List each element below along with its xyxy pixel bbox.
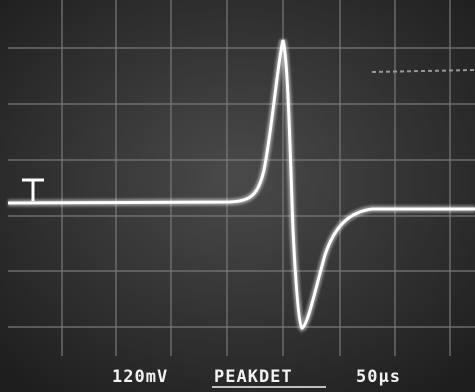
time-per-div: 50µs	[356, 367, 401, 387]
display: 120mV PEAKDET 50µs	[0, 0, 475, 392]
background	[0, 0, 475, 392]
oscilloscope-screen: 120mV PEAKDET 50µs	[0, 0, 475, 392]
acquisition-mode: PEAKDET	[214, 367, 293, 387]
volts-per-div: 120mV	[112, 367, 168, 387]
